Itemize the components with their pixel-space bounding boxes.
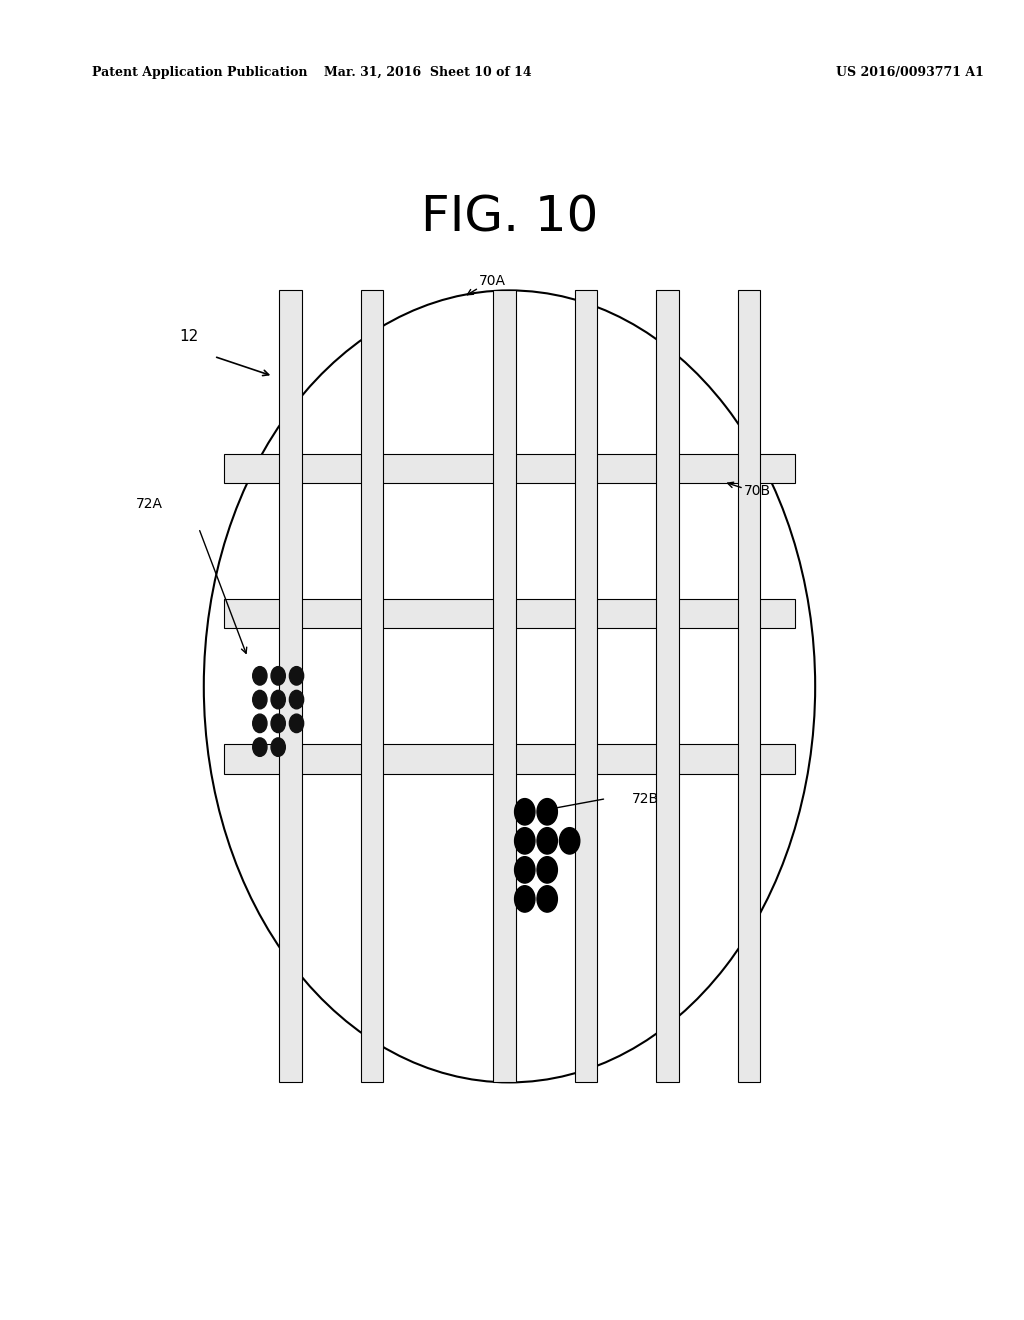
Text: 70A: 70A <box>479 275 506 288</box>
Circle shape <box>515 886 535 912</box>
FancyBboxPatch shape <box>224 744 795 774</box>
Text: 72A: 72A <box>136 498 163 511</box>
Circle shape <box>253 690 267 709</box>
FancyBboxPatch shape <box>224 599 795 628</box>
Circle shape <box>271 714 286 733</box>
Text: 12: 12 <box>179 329 198 345</box>
Text: Mar. 31, 2016  Sheet 10 of 14: Mar. 31, 2016 Sheet 10 of 14 <box>325 66 531 79</box>
Circle shape <box>253 714 267 733</box>
FancyBboxPatch shape <box>737 290 760 1082</box>
Circle shape <box>271 690 286 709</box>
FancyBboxPatch shape <box>360 290 383 1082</box>
FancyBboxPatch shape <box>574 290 597 1082</box>
Circle shape <box>537 857 557 883</box>
Circle shape <box>290 690 304 709</box>
Text: FIG. 10: FIG. 10 <box>421 194 598 242</box>
Text: US 2016/0093771 A1: US 2016/0093771 A1 <box>836 66 983 79</box>
Text: 72B: 72B <box>632 792 658 805</box>
Circle shape <box>515 857 535 883</box>
Text: 70B: 70B <box>743 484 771 498</box>
Circle shape <box>537 828 557 854</box>
FancyBboxPatch shape <box>280 290 302 1082</box>
Text: Patent Application Publication: Patent Application Publication <box>92 66 307 79</box>
Circle shape <box>271 738 286 756</box>
Circle shape <box>537 886 557 912</box>
FancyBboxPatch shape <box>224 454 795 483</box>
Circle shape <box>253 738 267 756</box>
Circle shape <box>515 828 535 854</box>
Circle shape <box>537 799 557 825</box>
Circle shape <box>253 667 267 685</box>
Circle shape <box>559 828 580 854</box>
Circle shape <box>515 799 535 825</box>
FancyBboxPatch shape <box>494 290 516 1082</box>
Circle shape <box>271 667 286 685</box>
Circle shape <box>290 714 304 733</box>
FancyBboxPatch shape <box>656 290 679 1082</box>
Circle shape <box>290 667 304 685</box>
